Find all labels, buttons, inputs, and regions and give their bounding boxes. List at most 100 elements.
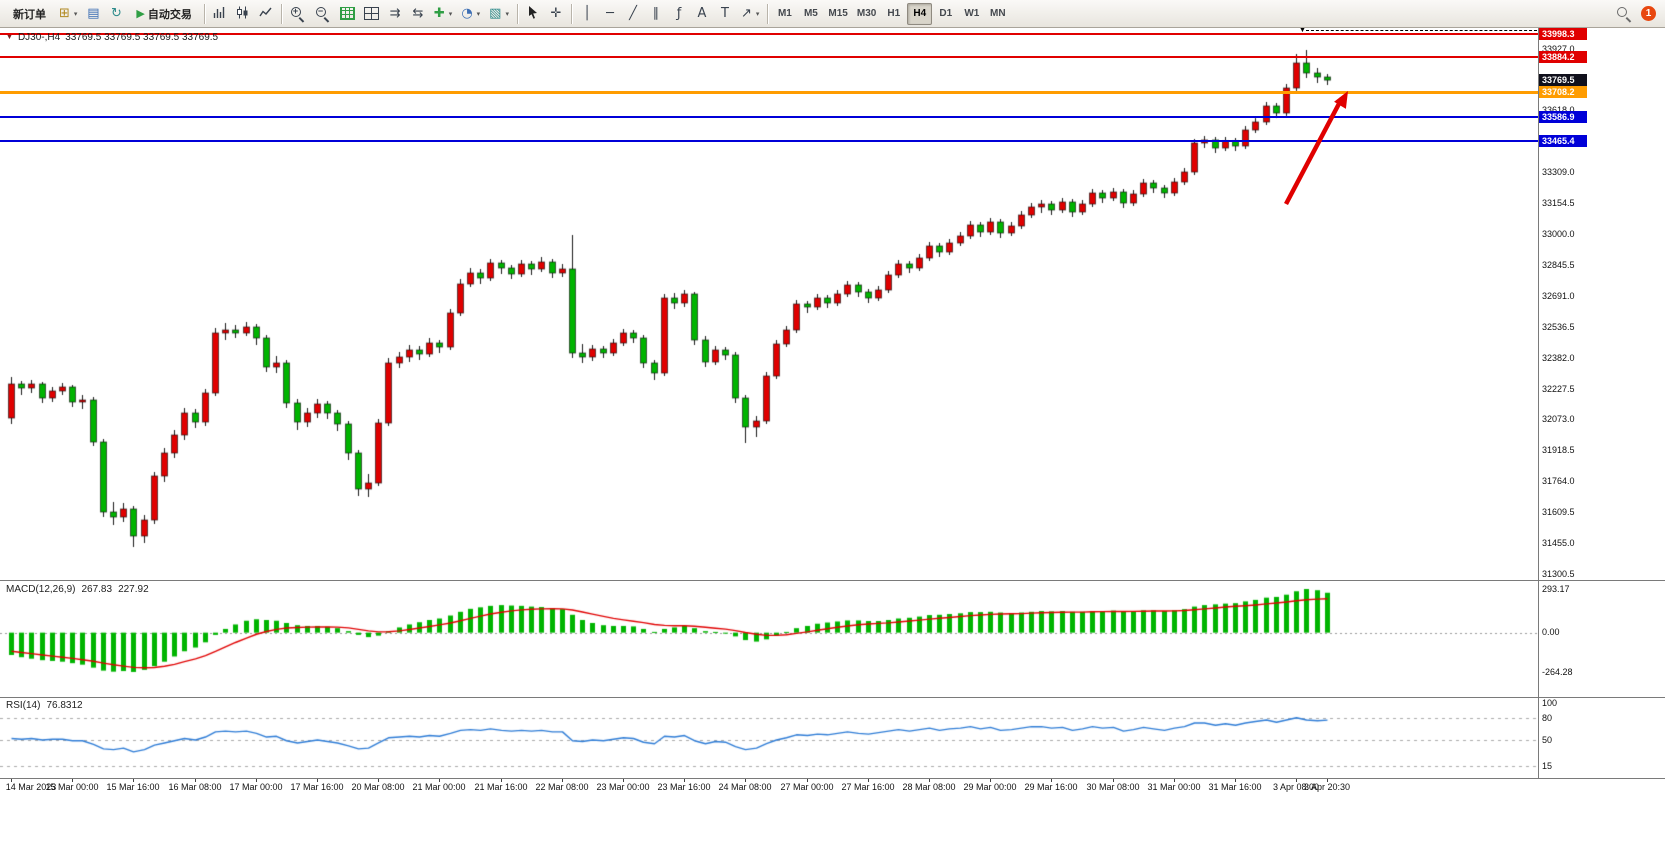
time-axis-label: 21 Mar 16:00	[474, 782, 528, 792]
grid-toggle-button[interactable]	[336, 3, 359, 25]
rsi-scale-50: 50	[1542, 735, 1553, 745]
time-axis-tick	[1051, 779, 1052, 782]
price-tag: 33998.3	[1539, 28, 1587, 40]
trendline-icon: ╱	[629, 6, 637, 21]
rsi-scale-15: 15	[1542, 761, 1553, 771]
rsi-header: RSI(14) 76.8312	[6, 700, 83, 711]
price-tick-label: 31918.5	[1542, 445, 1575, 455]
horizontal-level-line[interactable]	[0, 56, 1538, 59]
zoom-in-button[interactable]: +	[286, 3, 310, 25]
templates-icon: ▧	[489, 6, 502, 21]
search-button[interactable]	[1612, 3, 1636, 25]
cursor-arrow-icon	[527, 5, 539, 22]
pane-separator[interactable]	[0, 580, 1665, 581]
new-order-button[interactable]: 新订单	[5, 3, 54, 25]
time-axis-label: 16 Mar 08:00	[168, 782, 222, 792]
zoom-out-icon: −	[315, 6, 331, 23]
horizontal-level-line[interactable]	[0, 139, 1538, 142]
indicators-button[interactable]: ✚ ▾	[430, 3, 456, 25]
time-axis-label: 31 Mar 16:00	[1208, 782, 1262, 792]
arrow-shapes-icon: ↗	[740, 6, 752, 21]
time-axis[interactable]: 14 Mar 2023 15 Mar 00:00 15 Mar 16:00 16 Ma…	[0, 778, 1665, 796]
horizontal-level-line[interactable]	[0, 115, 1538, 118]
cursor-button[interactable]	[522, 3, 544, 25]
price-tag: 33884.2	[1539, 51, 1587, 63]
price-scale-border	[1538, 28, 1539, 778]
price-tick-label: 32227.5	[1542, 384, 1575, 394]
time-axis-label: 15 Mar 16:00	[106, 782, 160, 792]
price-tick-label: 32536.5	[1542, 322, 1575, 332]
horizontal-line-tool-button[interactable]: ─	[599, 3, 621, 25]
channel-tool-button[interactable]: ∥	[645, 3, 667, 25]
time-axis-tick	[807, 779, 808, 782]
timeframe-mn-button[interactable]: MN	[985, 3, 1010, 25]
timeframe-h4-button[interactable]: H4	[907, 2, 933, 25]
periods-button[interactable]: ◔ ▾	[457, 3, 484, 25]
rsi-title: RSI(14)	[6, 700, 41, 711]
time-axis-tick	[1235, 779, 1236, 782]
auto-scroll-button[interactable]: ⇉	[384, 3, 406, 25]
tile-windows-button[interactable]	[360, 3, 383, 25]
zoom-out-button[interactable]: −	[311, 3, 335, 25]
vertical-line-tool-button[interactable]: │	[576, 3, 598, 25]
time-axis-label: 30 Mar 08:00	[1086, 782, 1140, 792]
macd-scale-max: 293.17	[1542, 584, 1570, 594]
horizontal-level-line[interactable]	[0, 33, 1538, 36]
crosshair-button[interactable]: ✛	[545, 3, 567, 25]
text-tool-button[interactable]: A	[691, 3, 713, 25]
rsi-scale-80: 80	[1542, 713, 1553, 723]
chart-shift-button[interactable]: ⇆	[407, 3, 429, 25]
auto-trading-button[interactable]: ▶ 自动交易	[128, 3, 199, 25]
candlestick-mode-button[interactable]	[232, 3, 254, 25]
line-chart-mode-button[interactable]	[255, 3, 277, 25]
macd-indicator-canvas[interactable]	[0, 581, 1538, 697]
main-price-chart-canvas[interactable]	[0, 28, 1538, 580]
timeframe-m5-button[interactable]: M5	[798, 3, 823, 25]
time-axis-label: 29 Mar 00:00	[963, 782, 1017, 792]
timeframe-d1-button[interactable]: D1	[933, 3, 958, 25]
chart-menu-icon[interactable]: ▼	[6, 34, 13, 41]
pane-separator[interactable]	[0, 697, 1665, 698]
rsi-scale-100: 100	[1542, 698, 1558, 708]
toolbar-separator	[516, 3, 518, 24]
price-tag: 33465.4	[1539, 135, 1587, 147]
timeframe-h1-button[interactable]: H1	[881, 3, 906, 25]
horizontal-level-line[interactable]	[0, 90, 1538, 94]
time-axis-label: 22 Mar 08:00	[535, 782, 589, 792]
time-axis-label: 23 Mar 16:00	[657, 782, 711, 792]
refresh-button[interactable]: ↻	[105, 3, 127, 25]
templates-button[interactable]: ▧ ▾	[485, 3, 513, 25]
timeframe-m30-button[interactable]: M30	[853, 3, 880, 25]
clock-icon: ◔	[461, 6, 473, 21]
fibonacci-tool-button[interactable]: ƒ	[668, 3, 690, 25]
price-tick-label: 31764.0	[1542, 476, 1575, 486]
new-order-label: 新订单	[13, 8, 46, 21]
label-tool-button[interactable]: T	[714, 3, 736, 25]
trendline-tool-button[interactable]: ╱	[622, 3, 644, 25]
chevron-down-icon: ▾	[476, 9, 481, 18]
fibonacci-icon: ƒ	[676, 6, 682, 21]
toolbar-separator	[203, 3, 205, 24]
time-axis-tick	[133, 779, 134, 782]
price-tick-label: 33309.0	[1542, 167, 1575, 177]
time-axis-label: 17 Mar 16:00	[290, 782, 344, 792]
notification-badge[interactable]: 1	[1641, 6, 1656, 21]
shapes-tool-button[interactable]: ↗ ▾	[737, 3, 763, 25]
timeframe-m1-button[interactable]: M1	[772, 3, 797, 25]
bar-chart-mode-button[interactable]	[209, 3, 231, 25]
profiles-button[interactable]: ▤	[82, 3, 104, 25]
down-triangle-marker[interactable]: ▼	[1299, 24, 1306, 34]
new-chart-button[interactable]: ⊞ ▾	[55, 3, 81, 25]
bar-chart-icon	[213, 6, 226, 22]
top-dashed-line[interactable]	[1306, 30, 1537, 31]
timeframe-w1-button[interactable]: W1	[959, 3, 984, 25]
timeframe-m15-button[interactable]: M15	[824, 3, 851, 25]
new-chart-icon: ⊞	[59, 6, 70, 21]
trend-arrow-annotation[interactable]	[1272, 82, 1362, 214]
toolbar: 新订单 ⊞ ▾ ▤ ↻ ▶ 自动交易 +	[0, 0, 1665, 28]
time-axis-label: 29 Mar 16:00	[1024, 782, 1078, 792]
chevron-down-icon: ▾	[73, 9, 78, 18]
price-tick-label: 33618.0	[1542, 105, 1575, 115]
rsi-indicator-canvas[interactable]	[0, 698, 1538, 778]
refresh-icon: ↻	[110, 6, 122, 21]
